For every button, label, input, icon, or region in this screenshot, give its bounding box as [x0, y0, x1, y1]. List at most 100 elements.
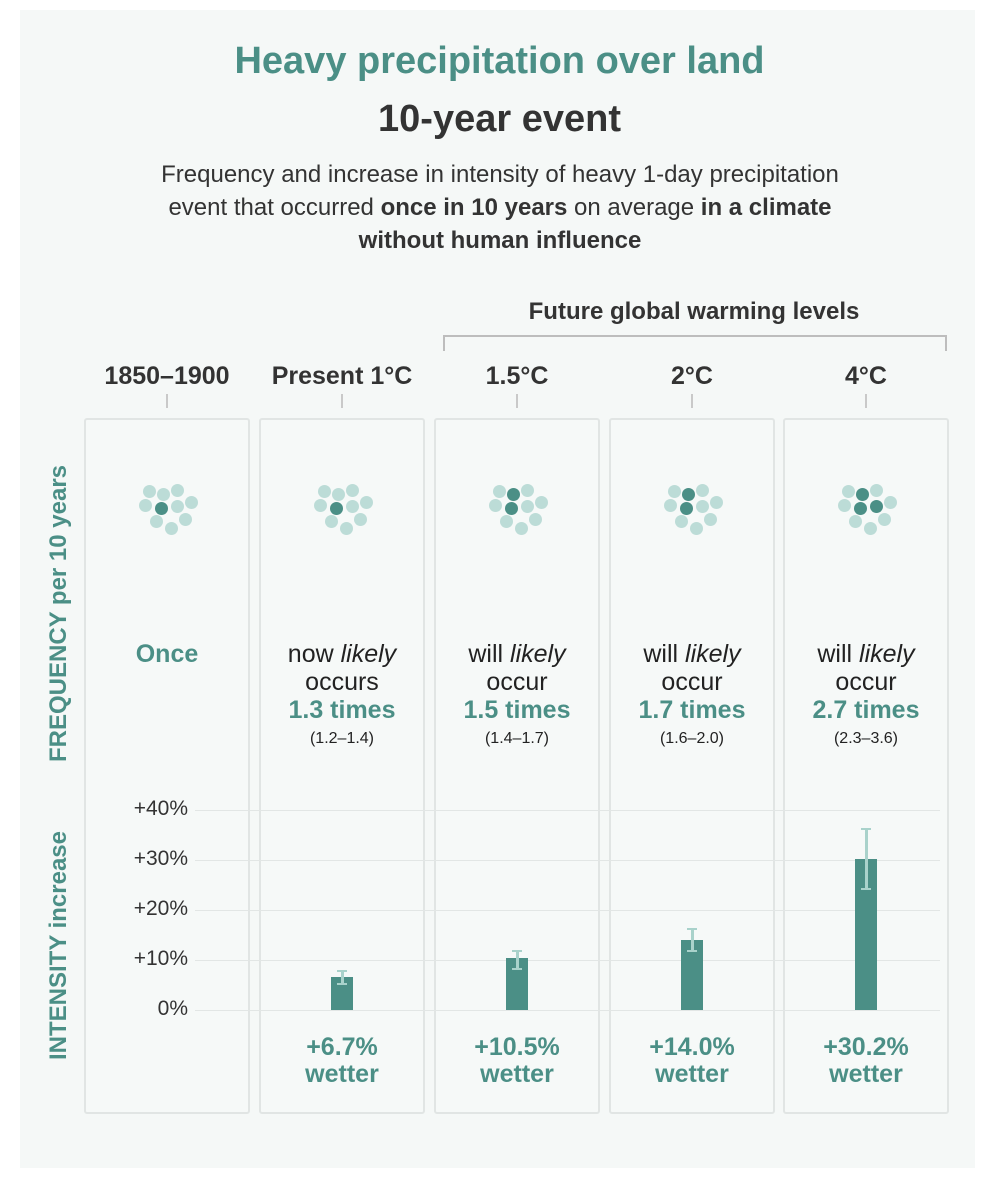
- gridline: [195, 810, 940, 811]
- frequency-dots: [836, 480, 897, 540]
- event-dot: [171, 484, 184, 497]
- wetter-value: +14.0%: [649, 1033, 735, 1061]
- frequency-line: now likely: [287, 640, 397, 668]
- event-dot: [864, 522, 877, 535]
- frequency-line: will likely: [817, 640, 915, 668]
- frequency-range: (1.2–1.4): [309, 730, 375, 747]
- frequency-dots: [662, 480, 723, 540]
- event-dot: [849, 515, 862, 528]
- error-cap-top: [337, 970, 347, 972]
- wetter-label: +14.0% wetter: [605, 1034, 779, 1088]
- event-dot: [696, 484, 709, 497]
- event-dot-filled: [856, 488, 869, 501]
- y-tick-label: +30%: [133, 847, 188, 870]
- event-dot: [340, 522, 353, 535]
- event-dot: [150, 515, 163, 528]
- y-tick-label: +40%: [133, 797, 188, 820]
- event-dot: [346, 500, 359, 513]
- gridline: [195, 1010, 940, 1011]
- frequency-once: Once: [135, 640, 199, 668]
- event-dot-filled: [505, 502, 518, 515]
- wetter-label: +6.7% wetter: [255, 1034, 429, 1088]
- event-dot: [314, 499, 327, 512]
- column-header: Present 1°C: [271, 362, 413, 390]
- future-bracket: [443, 335, 947, 351]
- frequency-verb: occur: [835, 668, 897, 696]
- gridline: [195, 860, 940, 861]
- intensity-bar: [681, 940, 703, 1010]
- event-dot: [664, 499, 677, 512]
- chart-subtitle: 10-year event: [378, 98, 621, 140]
- y-tick-label: +20%: [133, 897, 188, 920]
- event-dot: [157, 488, 170, 501]
- wetter-value: +30.2%: [823, 1033, 909, 1061]
- frequency-text: now likely occurs 1.3 times (1.2–1.4): [255, 640, 429, 754]
- error-cap-top: [687, 927, 697, 930]
- event-dot-filled: [330, 502, 343, 515]
- event-dot: [318, 485, 331, 498]
- event-dot-filled: [682, 488, 695, 501]
- frequency-times: 1.5 times: [463, 696, 571, 724]
- wetter-label: +10.5% wetter: [430, 1034, 604, 1088]
- event-dot: [884, 496, 897, 509]
- frequency-range: (1.4–1.7): [484, 730, 550, 747]
- gridline: [195, 910, 940, 911]
- event-dot: [185, 496, 198, 509]
- error-cap-top: [512, 950, 522, 952]
- event-dot: [842, 485, 855, 498]
- wetter-word: wetter: [305, 1060, 379, 1088]
- event-dot: [143, 485, 156, 498]
- event-dot: [360, 496, 373, 509]
- frequency-range: (1.6–2.0): [659, 730, 725, 747]
- wetter-word: wetter: [480, 1060, 554, 1088]
- frequency-range: (2.3–3.6): [833, 730, 899, 747]
- event-dot: [704, 513, 717, 526]
- event-dot: [493, 485, 506, 498]
- event-dot-filled: [155, 502, 168, 515]
- frequency-text: will likely occur 1.7 times (1.6–2.0): [605, 640, 779, 754]
- y-tick-label: +10%: [133, 947, 188, 970]
- column-box: [84, 418, 250, 1114]
- frequency-times: 1.7 times: [638, 696, 746, 724]
- frequency-dots: [487, 480, 548, 540]
- event-dot: [521, 500, 534, 513]
- frequency-verb: occur: [661, 668, 723, 696]
- error-bar: [864, 827, 868, 888]
- event-dot: [346, 484, 359, 497]
- event-dot-filled: [507, 488, 520, 501]
- event-dot: [838, 499, 851, 512]
- error-cap-top: [861, 827, 871, 830]
- wetter-label: +30.2% wetter: [779, 1034, 953, 1088]
- frequency-dots: [312, 480, 373, 540]
- intensity-bar: [855, 859, 877, 1010]
- frequency-times: 2.7 times: [812, 696, 920, 724]
- column-header: 4°C: [845, 362, 887, 390]
- column-tick: [166, 394, 168, 408]
- intensity-bar: [506, 957, 528, 1010]
- chart-title: Heavy precipitation over land: [234, 40, 765, 82]
- gridline: [195, 960, 940, 961]
- frequency-text: will likely occur 1.5 times (1.4–1.7): [430, 640, 604, 754]
- frequency-dots: [137, 480, 198, 540]
- event-dot: [870, 484, 883, 497]
- event-dot: [179, 513, 192, 526]
- frequency-times: 1.3 times: [288, 696, 396, 724]
- error-bar: [515, 950, 519, 968]
- event-dot: [710, 496, 723, 509]
- frequency-text: will likely occur 2.7 times (2.3–3.6): [779, 640, 953, 754]
- column-tick: [865, 394, 867, 408]
- event-dot: [529, 513, 542, 526]
- error-cap-bottom: [861, 887, 871, 890]
- error-cap-bottom: [337, 982, 347, 985]
- event-dot: [878, 513, 891, 526]
- frequency-axis-label: FREQUENCY per 10 years: [45, 464, 72, 762]
- frequency-verb: occurs: [305, 668, 379, 696]
- wetter-word: wetter: [655, 1060, 729, 1088]
- column-header: 2°C: [671, 362, 713, 390]
- event-dot: [668, 485, 681, 498]
- column-header: 1.5°C: [485, 362, 549, 390]
- event-dot-filled: [680, 502, 693, 515]
- frequency-line: will likely: [468, 640, 566, 668]
- event-dot: [535, 496, 548, 509]
- event-dot: [521, 484, 534, 497]
